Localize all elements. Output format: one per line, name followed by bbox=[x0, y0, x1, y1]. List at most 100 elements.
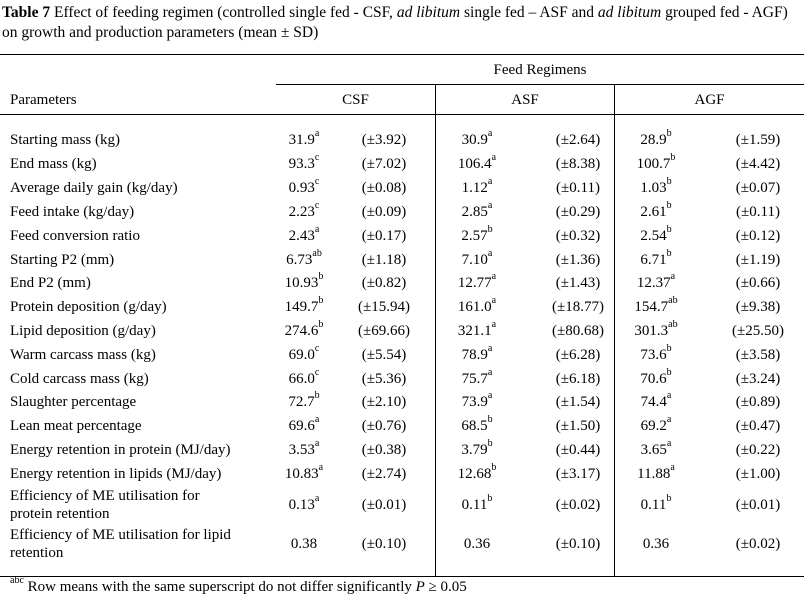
mean-value: 70.6b bbox=[625, 368, 687, 388]
significance-superscript: b bbox=[666, 224, 672, 235]
sd-value: (±0.02) bbox=[735, 536, 781, 552]
feed-regimens-header: Feed Regimens bbox=[493, 62, 587, 78]
mean-number: 69.2 bbox=[640, 418, 667, 434]
significance-superscript: a bbox=[487, 390, 493, 401]
significance-superscript: b bbox=[314, 390, 320, 401]
mean-number: 0.11 bbox=[461, 497, 488, 513]
mean-number: 69.0 bbox=[288, 347, 315, 363]
mean-value: 161.0a bbox=[446, 295, 508, 316]
significance-superscript: c bbox=[314, 152, 320, 163]
footnote-text: Row means with the same superscript do n… bbox=[23, 579, 416, 595]
significance-superscript: a bbox=[670, 271, 676, 282]
mean-value: 28.9b bbox=[625, 128, 687, 149]
mean-number: 0.38 bbox=[290, 536, 318, 552]
significance-superscript: a bbox=[487, 367, 493, 378]
table-top-rule bbox=[0, 54, 804, 55]
mean-value: 0.36 bbox=[625, 535, 687, 553]
sd-value: (±0.02) bbox=[555, 497, 601, 513]
mean-value: 69.2a bbox=[625, 414, 687, 435]
mean-number: 274.6 bbox=[284, 323, 319, 339]
significance-superscript: a bbox=[487, 176, 493, 187]
mean-value: 3.53a bbox=[273, 439, 335, 459]
significance-superscript: a bbox=[491, 152, 497, 163]
caption-text-2: single fed – ASF and bbox=[460, 4, 598, 21]
mean-value: 1.03b bbox=[625, 177, 687, 197]
mean-value: 3.79b bbox=[446, 438, 508, 459]
significance-superscript: ab bbox=[668, 295, 678, 306]
sd-value: (±1.36) bbox=[555, 252, 601, 268]
column-divider-2 bbox=[614, 85, 615, 576]
mean-value: 2.85a bbox=[446, 201, 508, 221]
mean-number: 7.10 bbox=[461, 252, 488, 268]
sd-value: (±1.54) bbox=[555, 394, 601, 410]
sd-value: (±0.01) bbox=[735, 497, 781, 513]
significance-superscript: ab bbox=[312, 248, 322, 259]
mean-number: 69.6 bbox=[288, 418, 315, 434]
significance-superscript: a bbox=[314, 224, 320, 235]
sd-value: (±0.29) bbox=[555, 204, 601, 220]
significance-superscript: c bbox=[314, 343, 320, 354]
mean-value: 0.11b bbox=[446, 494, 508, 514]
significance-superscript: a bbox=[491, 319, 497, 330]
sd-value: (±9.38) bbox=[735, 299, 781, 315]
parameter-label: Cold carcass mass (kg) bbox=[10, 371, 149, 387]
mean-number: 321.1 bbox=[457, 323, 492, 339]
table-bottom-rule bbox=[0, 576, 804, 577]
significance-superscript: b bbox=[666, 200, 672, 211]
mean-number: 1.12 bbox=[461, 180, 488, 196]
sd-value: (±0.76) bbox=[361, 418, 407, 434]
sd-value: (±0.11) bbox=[736, 204, 780, 220]
mean-value: 1.12a bbox=[446, 176, 508, 197]
mean-number: 68.5 bbox=[461, 418, 488, 434]
sd-value: (±0.01) bbox=[361, 497, 407, 513]
mean-value: 93.3c bbox=[273, 152, 335, 173]
mean-value: 12.77a bbox=[446, 272, 508, 292]
table-caption: Table 7 Effect of feeding regimen (contr… bbox=[2, 3, 802, 43]
mean-number: 106.4 bbox=[457, 156, 492, 172]
parameter-label: Feed conversion ratio bbox=[10, 228, 140, 244]
mean-number: 72.7 bbox=[288, 394, 315, 410]
parameter-label: Starting P2 (mm) bbox=[10, 252, 115, 268]
sd-value: (±0.07) bbox=[735, 180, 781, 196]
sd-value: (±25.50) bbox=[732, 323, 784, 339]
sd-value: (±0.12) bbox=[735, 228, 781, 244]
parameter-label: protein retention bbox=[10, 506, 110, 522]
mean-value: 0.93c bbox=[273, 177, 335, 197]
mean-value: 0.11b bbox=[625, 494, 687, 514]
column-header-asf: ASF bbox=[511, 92, 539, 108]
sd-value: (±1.00) bbox=[735, 466, 781, 482]
significance-superscript: b bbox=[487, 438, 493, 449]
mean-number: 6.73 bbox=[286, 252, 313, 268]
mean-value: 2.61b bbox=[625, 200, 687, 221]
significance-superscript: a bbox=[491, 295, 497, 306]
caption-italic-2: ad libitum bbox=[597, 4, 662, 21]
mean-value: 7.10a bbox=[446, 249, 508, 269]
column-header-csf: CSF bbox=[342, 92, 369, 108]
significance-superscript: c bbox=[314, 200, 320, 211]
significance-superscript: a bbox=[666, 438, 672, 449]
mean-number: 66.0 bbox=[288, 371, 315, 387]
mean-number: 0.93 bbox=[288, 180, 315, 196]
significance-superscript: a bbox=[487, 343, 493, 354]
mean-value: 73.6b bbox=[625, 343, 687, 364]
mean-number: 2.43 bbox=[288, 228, 315, 244]
significance-superscript: b bbox=[666, 128, 672, 139]
sd-value: (±0.10) bbox=[361, 536, 407, 552]
mean-number: 0.36 bbox=[463, 536, 491, 552]
mean-value: 68.5b bbox=[446, 415, 508, 435]
parameter-label: Slaughter percentage bbox=[10, 394, 137, 410]
parameter-label: retention bbox=[10, 545, 64, 561]
mean-value: 73.9a bbox=[446, 390, 508, 411]
mean-value: 6.71b bbox=[625, 249, 687, 269]
parameter-label: End P2 (mm) bbox=[10, 275, 91, 291]
mean-value: 10.83a bbox=[273, 463, 335, 483]
mean-value: 78.9a bbox=[446, 343, 508, 364]
significance-superscript: b bbox=[666, 343, 672, 354]
significance-superscript: a bbox=[666, 414, 672, 425]
mean-number: 75.7 bbox=[461, 371, 488, 387]
sd-value: (±1.50) bbox=[555, 418, 601, 434]
mean-number: 301.3 bbox=[634, 323, 669, 339]
parameter-label: Efficiency of ME utilisation for lipid bbox=[10, 527, 231, 543]
mean-number: 3.53 bbox=[288, 442, 315, 458]
sd-value: (±0.17) bbox=[361, 228, 407, 244]
